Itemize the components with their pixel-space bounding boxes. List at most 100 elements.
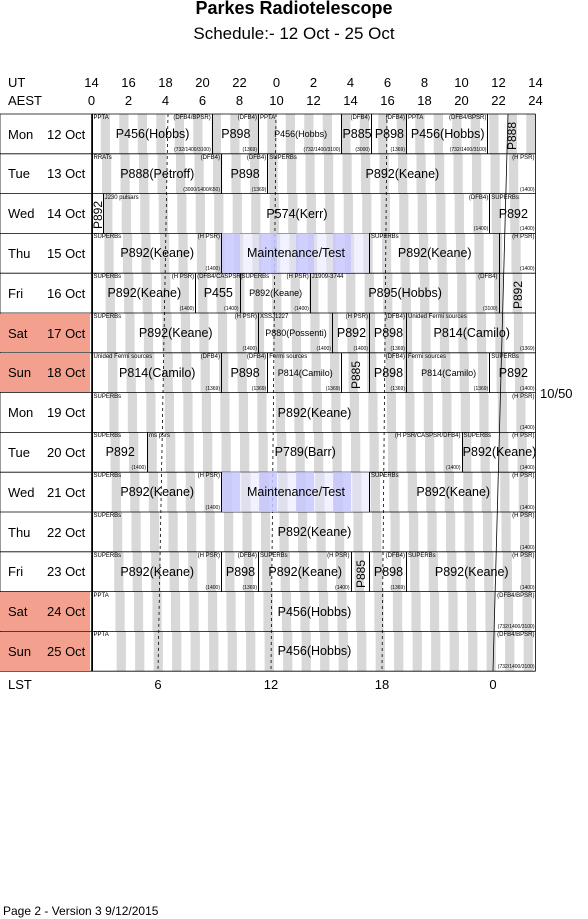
schedule-block: SUPERBs P892(Keane): [369, 233, 500, 274]
schedule-block: (DFB4) P898 (1369): [370, 114, 407, 154]
schedule-block: P892: [91, 193, 105, 234]
day-date: 22 Oct: [47, 524, 86, 540]
block-frequency: (3100): [483, 305, 498, 312]
block-source-label: RRATs: [93, 154, 112, 161]
schedule-block: XSSJ1227 P880(Possenti) (1400): [258, 313, 333, 353]
day-label-cell: Sat 17 Oct: [0, 313, 90, 353]
day-date: 20 Oct: [47, 444, 86, 460]
block-project: P892: [498, 365, 528, 380]
block-backend-label: (H PSR): [512, 154, 535, 161]
aest-tick-label: 2: [124, 93, 133, 108]
schedule-block: PPTA (DFB4/BPSR) P456(Hobbs) (732/1400/3100…: [91, 591, 537, 632]
block-frequency: (732/1400/3100): [497, 664, 535, 671]
schedule-block: SUPERBs (H PSR) P892(Keane) (1400): [91, 512, 537, 552]
block-source-label: XSSJ1227: [260, 314, 289, 320]
block-project: P885: [342, 127, 372, 141]
day-label-cell: Wed 14 Oct: [0, 194, 90, 233]
schedule-block: (DFB4) P898 (1369): [221, 551, 259, 592]
block-frequency: (1400): [520, 584, 535, 591]
block-backend-label: (DFB4/BPSR): [449, 115, 487, 121]
day-label-cell: Thu 15 Oct: [0, 234, 90, 273]
block-frequency: (1400): [520, 504, 535, 511]
schedule-block: J1909-3744 (DFB4) P895(Hobbs) (3100): [309, 273, 500, 313]
ut-tick-label: 22: [232, 75, 247, 90]
day-date: 18 Oct: [47, 365, 86, 381]
block-source-label: PPTA: [260, 115, 276, 121]
block-backend-label: (DFB4): [246, 154, 267, 161]
day-date: 14 Oct: [47, 206, 86, 222]
block-backend-label: (DFB4): [385, 115, 405, 121]
schedule-block: Maintenance/Test: [221, 233, 370, 274]
schedule-block: (H PSR) P892 (1400): [332, 313, 370, 353]
block-source-label: SUPERBs: [93, 234, 122, 241]
schedule-block: P892: [498, 273, 537, 313]
block-backend-label: (DFB4): [237, 115, 257, 121]
day-name: Sat: [8, 604, 28, 620]
block-project: P892(Keane): [249, 288, 303, 299]
schedule-block: SUPERBs (H PSR) P892(Keane) (1400): [91, 273, 197, 313]
block-frequency: (1400): [520, 385, 535, 392]
block-frequency: (1400): [179, 305, 195, 312]
schedule-block: SUPERBs (H PSR) P892(Keane) (1400): [258, 551, 352, 592]
day-label-cell: Mon 19 Oct: [0, 393, 90, 432]
block-backend-label: (H PSR): [512, 234, 535, 241]
ut-tick-label: 0: [272, 75, 281, 90]
block-backend-label: (H PSR): [512, 513, 535, 519]
schedule-block: J230 pulsars (DFB4) P574(Kerr) (1400): [102, 193, 491, 234]
block-project: P888(Petroff): [120, 166, 195, 181]
schedule-block: PPTA (DFB4/BPSR) P456(Hobbs) (732/1400/3100…: [91, 114, 213, 154]
block-project: P892(Keane): [434, 564, 509, 579]
day-name: Sat: [8, 325, 28, 341]
day-label-cell: Sun 25 Oct: [0, 631, 90, 671]
block-project: P892(Keane): [416, 485, 491, 500]
aest-tick-label: 24: [528, 93, 543, 108]
block-backend-label: (H PSR): [234, 314, 257, 320]
block-backend-label: (DFB4/BPSR): [497, 632, 535, 639]
day-date: 24 Oct: [47, 604, 86, 620]
maintenance-shade: [222, 233, 370, 274]
block-frequency: (1400): [520, 465, 535, 472]
block-source-label: SUPERBs: [463, 433, 492, 440]
block-backend-label: (H PSR): [171, 274, 195, 281]
schedule-block: SUPERBs P892 (1400): [91, 432, 149, 473]
day-label-cell: Fri 16 Oct: [0, 274, 90, 313]
schedule-block: Unided Fermi sources P814(Camilo) (1369): [406, 313, 537, 353]
block-source-label: SUPERBs: [93, 314, 122, 320]
block-backend-label: (DFB4): [478, 274, 498, 281]
block-project: P892: [498, 206, 528, 221]
day-label-cell: Tue 13 Oct: [0, 154, 90, 193]
block-frequency: (1400): [131, 465, 146, 472]
day-name: Thu: [8, 245, 31, 261]
block-source-label: SUPERBs: [371, 473, 399, 480]
block-frequency: (1400): [353, 345, 368, 352]
block-source-label: SUPERBs: [269, 154, 297, 161]
schedule-block: RRATs (DFB4) P888(Petroff) (3000/1400/650): [91, 153, 223, 194]
schedule-block: PPTA (DFB4/BPSR) P456(Hobbs) (732/1400/3100…: [406, 114, 488, 154]
block-frequency: (1369): [251, 385, 267, 392]
block-project: P892(Keane): [277, 525, 352, 539]
schedule-block: (DFB4) P898 (1369): [221, 153, 268, 194]
block-source-label: PPTA: [93, 632, 109, 639]
block-project: P456(Hobbs): [274, 129, 328, 139]
day-date: 25 Oct: [47, 643, 86, 659]
block-project: Maintenance/Test: [247, 485, 345, 500]
block-backend-label: (H PSR): [197, 234, 220, 241]
block-project: P455: [203, 286, 233, 301]
block-project: P892(Keane): [120, 485, 195, 500]
schedule-block: SUPERBs (H PSR) P892(Keane) (1400): [239, 273, 311, 313]
block-source-label: J230 pulsars: [104, 194, 139, 201]
block-source-label: ms psrs: [149, 433, 170, 440]
ut-tick-label: 10: [454, 75, 469, 90]
schedule-block: (DFB4) P885 (3000): [341, 114, 372, 154]
block-project: P898: [374, 127, 405, 141]
aest-tick-label: 22: [491, 93, 506, 108]
schedule-block: (DFB4) P898 (1369): [369, 551, 407, 592]
schedule-block: SUPERBs (H PSR) P892(Keane) (1400): [406, 551, 537, 592]
block-project: P895(Hobbs): [368, 286, 442, 301]
block-source-label: SUPERBs: [260, 552, 288, 559]
block-frequency: (1400): [473, 226, 489, 233]
block-frequency: (1400): [205, 584, 220, 591]
page-subtitle: Schedule:- 12 Oct - 25 Oct: [193, 24, 395, 43]
block-project: P892(Keane): [277, 405, 352, 420]
block-project: P898: [373, 326, 404, 340]
